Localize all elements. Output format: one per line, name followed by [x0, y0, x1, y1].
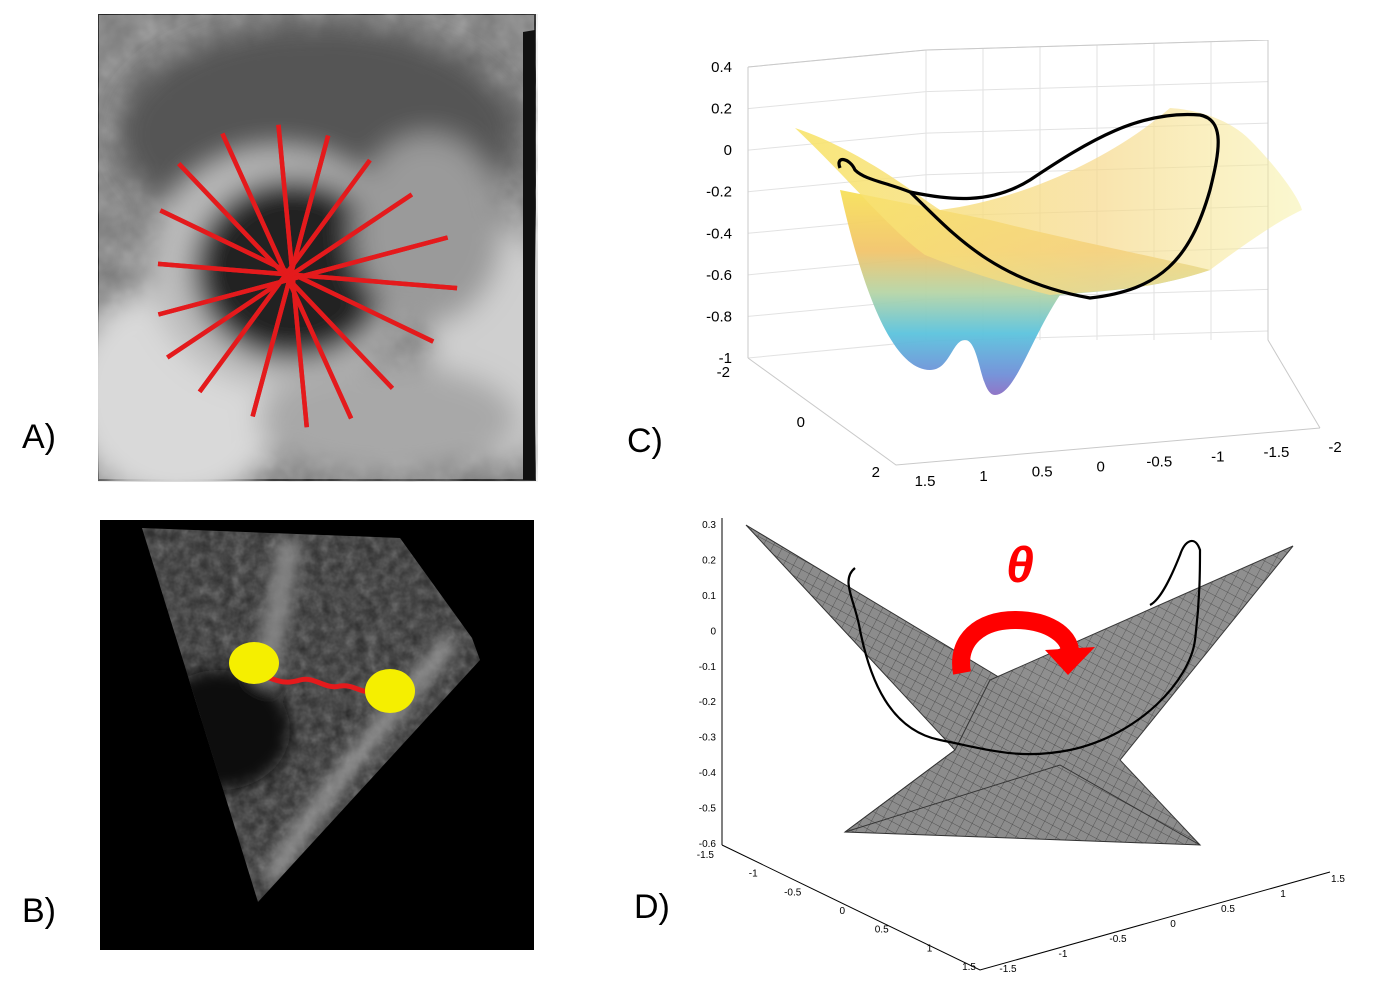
spoke-line: [166, 192, 414, 360]
x-tick-label: 1: [979, 468, 987, 485]
grid-line: [747, 91, 927, 110]
x-tick-label: -1.5: [999, 964, 1017, 975]
x-tick-label: 1.5: [1331, 874, 1345, 885]
arrow-head: [1045, 647, 1095, 675]
grid-line: [747, 132, 927, 151]
z-tick-label: 0: [710, 626, 716, 637]
panel-c-surface-plot: 0.4 0.2 0 -0.2 -0.4 -0.6 -0.8 -1 -2 0 2 1.5 1 0.5 0 -…: [706, 40, 1342, 490]
y-tick-label: 0: [839, 906, 845, 917]
panel-a-image: [98, 14, 538, 482]
z-tick-label: 0.3: [702, 520, 716, 531]
z-tick-label: 0: [724, 142, 732, 159]
annulus-marker-right: [365, 669, 415, 713]
x-tick-label: -0.5: [1109, 934, 1127, 945]
y-tick-label: -2: [717, 364, 730, 381]
y-tick-label: 2: [872, 464, 880, 481]
x-tick-label: -0.5: [1146, 454, 1172, 471]
y-tick-label: 0.5: [875, 925, 889, 936]
annulus-curve: [847, 539, 1202, 756]
x-tick-label: 0.5: [1221, 904, 1235, 915]
z-tick-label: -0.1: [699, 662, 717, 673]
radial-spokes: [157, 124, 458, 428]
angle-arrow: [952, 610, 1079, 675]
z-tick-label: -0.8: [706, 308, 732, 325]
annulus-marker-left: [229, 642, 279, 684]
spoke-line: [197, 158, 372, 394]
panel-label-c: C): [627, 422, 663, 460]
x-tick-label: 0.5: [1032, 463, 1053, 480]
x-tick-label: -1.5: [1263, 444, 1289, 461]
x-tick-label: 0: [1170, 919, 1176, 930]
spoke-line: [157, 235, 449, 317]
panel-d-planes-plot: θ 0.3 0.2 0.1 0 -0.1 -0.2 -0.3 -0.4 -0.5 -0.6 -1.…: [697, 518, 1345, 975]
y-tick-label: -1.5: [697, 850, 715, 861]
y-tick-label: 0: [797, 414, 805, 431]
y-tick-label: 1: [927, 943, 933, 954]
panel-label-d: D): [634, 888, 670, 926]
x-tick-label: -1: [1211, 449, 1224, 466]
z-tick-label: -0.6: [706, 267, 732, 284]
y-tick-label: -1: [749, 869, 758, 880]
plane-right: [844, 545, 1294, 846]
y-tick-label: -0.5: [784, 887, 802, 898]
surface-upper-sheet: [795, 108, 1302, 295]
x-tick-label: 1: [1280, 889, 1286, 900]
x-tick-label: 0: [1097, 458, 1105, 475]
angle-label: θ: [1006, 537, 1034, 593]
z-tick-label: -0.6: [699, 839, 717, 850]
z-tick-label: 0.2: [711, 101, 732, 118]
panel-label-a: A): [22, 418, 56, 456]
z-tick-label: -0.3: [699, 733, 717, 744]
z-tick-label: -0.4: [699, 768, 717, 779]
z-tick-label: -1: [719, 350, 732, 367]
z-tick-label: 0.4: [711, 59, 732, 76]
panel-b-image: [100, 520, 534, 950]
z-tick-label: 0.1: [702, 591, 716, 602]
z-tick-label: -0.4: [706, 225, 732, 242]
x-tick-label: -1: [1059, 949, 1068, 960]
y-tick-label: 1.5: [962, 962, 976, 973]
z-tick-label: -0.5: [699, 804, 717, 815]
z-tick-label: -0.2: [699, 697, 717, 708]
x-tick-label: 1.5: [915, 473, 936, 490]
z-tick-label: 0.2: [702, 555, 716, 566]
x-tick-label: -2: [1328, 439, 1341, 456]
annulus-curve: [837, 112, 1220, 300]
z-tick-label: -0.2: [706, 184, 732, 201]
grid-line: [747, 174, 927, 193]
spline-curve: [249, 669, 374, 694]
panel-label-b: B): [22, 892, 56, 930]
